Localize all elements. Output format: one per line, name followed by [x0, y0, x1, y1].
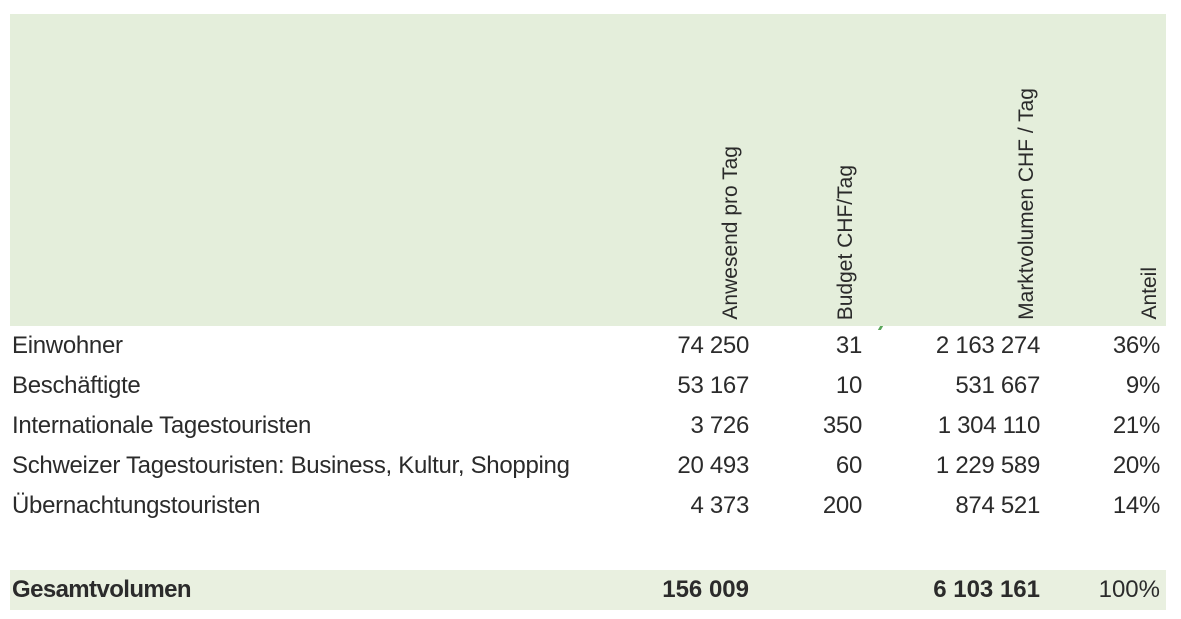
cell-marktvolumen: 531 667	[955, 372, 1040, 399]
cell-budget: 200	[822, 492, 862, 519]
total-marktvolumen: 6 103 161	[933, 576, 1040, 603]
market-volume-table: Anwesend pro Tag Budget CHF/Tag Marktvol…	[10, 14, 1166, 610]
cell-marktvolumen: 1 304 110	[937, 412, 1041, 439]
total-row: Gesamtvolumen 156 009 6 103 161 100%	[10, 570, 1166, 610]
column-header-budget: Budget CHF/Tag	[834, 164, 857, 320]
table-row: Beschäftigte 53 167 10 531 667 9%	[10, 366, 1166, 406]
cell-marktvolumen: 1 229 589	[935, 452, 1040, 479]
table-header: Anwesend pro Tag Budget CHF/Tag Marktvol…	[10, 14, 1166, 326]
row-label: Internationale Tagestouristen	[12, 412, 312, 439]
cell-anteil: 21%	[1112, 412, 1160, 439]
table-body: Einwohner 74 250 31 2 163 274 36% Beschä…	[10, 326, 1166, 526]
cell-anteil: 20%	[1112, 452, 1160, 479]
cell-anwesend: 74 250	[677, 332, 749, 359]
table-row: Einwohner 74 250 31 2 163 274 36%	[10, 326, 1166, 366]
total-anteil: 100%	[1098, 576, 1160, 603]
row-label: Schweizer Tagestouristen: Business, Kult…	[12, 452, 570, 479]
cell-anteil: 9%	[1125, 372, 1160, 399]
spacer	[10, 526, 1166, 570]
total-label: Gesamtvolumen	[12, 576, 192, 603]
cell-anwesend: 53 167	[677, 372, 749, 399]
cell-budget: 31	[835, 332, 862, 359]
column-header-anwesend: Anwesend pro Tag	[719, 146, 742, 320]
cell-budget: 60	[835, 452, 862, 479]
cell-marktvolumen: 874 521	[955, 492, 1040, 519]
column-header-marktvolumen: Marktvolumen CHF / Tag	[1015, 88, 1038, 320]
cell-marktvolumen: 2 163 274	[935, 332, 1040, 359]
cell-anwesend: 3 726	[690, 412, 749, 439]
table-row: Übernachtungstouristen 4 373 200 874 521…	[10, 486, 1166, 526]
cell-budget: 350	[822, 412, 862, 439]
cell-anwesend: 20 493	[677, 452, 749, 479]
column-header-anteil: Anteil	[1138, 267, 1161, 320]
table-row: Internationale Tagestouristen 3 726 350 …	[10, 406, 1166, 446]
cell-budget: 10	[835, 372, 862, 399]
total-anwesend: 156 009	[662, 576, 749, 603]
row-label: Einwohner	[12, 332, 123, 359]
cell-anteil: 36%	[1112, 332, 1160, 359]
cell-anwesend: 4 373	[690, 492, 749, 519]
table-row: Schweizer Tagestouristen: Business, Kult…	[10, 446, 1166, 486]
cell-anteil: 14%	[1112, 492, 1160, 519]
row-label: Übernachtungstouristen	[12, 492, 261, 519]
row-label: Beschäftigte	[12, 372, 141, 399]
